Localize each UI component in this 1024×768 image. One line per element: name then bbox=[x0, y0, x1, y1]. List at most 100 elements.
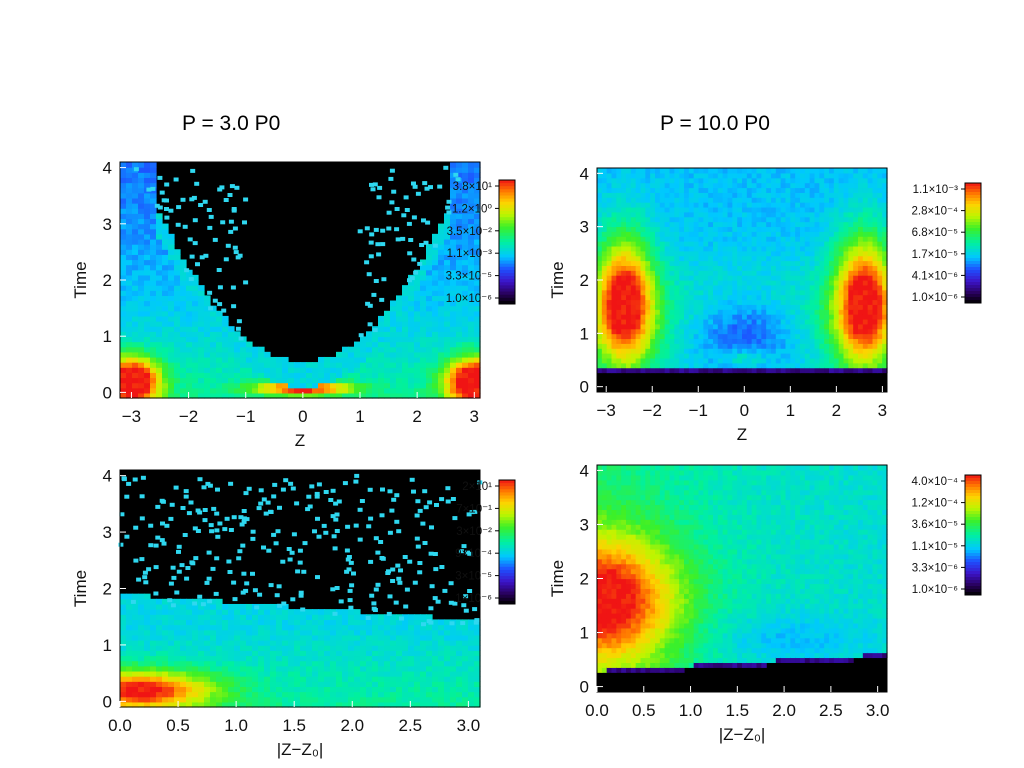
heatmap-cell bbox=[426, 351, 433, 358]
heatmap-cell bbox=[360, 650, 367, 657]
scatter-point bbox=[189, 197, 195, 202]
heatmap-cell bbox=[621, 236, 627, 242]
heatmap-cell bbox=[626, 318, 632, 325]
heatmap-cell bbox=[669, 314, 675, 320]
heatmap-cell bbox=[408, 382, 415, 389]
heatmap-cell bbox=[354, 351, 361, 358]
scatter-point bbox=[394, 227, 400, 232]
heatmap-cell bbox=[336, 609, 343, 615]
heatmap-cell bbox=[390, 387, 397, 394]
heatmap-cell bbox=[838, 192, 845, 198]
heatmap-cell bbox=[688, 245, 695, 252]
heatmap-cell bbox=[144, 603, 151, 610]
heatmap-cell bbox=[751, 367, 758, 374]
heatmap-cell bbox=[872, 333, 878, 340]
heatmap-cell bbox=[432, 377, 439, 384]
heatmap-cell bbox=[384, 655, 391, 662]
heatmap-cell bbox=[258, 645, 265, 651]
heatmap-cell bbox=[228, 645, 235, 651]
heatmap-cell bbox=[838, 284, 845, 291]
heatmap-cell bbox=[790, 280, 796, 286]
scatter-point bbox=[370, 187, 376, 192]
heatmap-cell bbox=[210, 367, 217, 373]
heatmap-cell bbox=[246, 676, 253, 682]
heatmap-cell bbox=[664, 177, 671, 184]
heatmap-cell bbox=[204, 382, 211, 389]
heatmap-cell bbox=[635, 284, 642, 291]
heatmap-cell bbox=[222, 624, 229, 631]
heatmap-cell bbox=[126, 598, 133, 605]
heatmap-cell bbox=[785, 168, 791, 174]
heatmap-cell bbox=[372, 624, 379, 631]
heatmap-cell bbox=[872, 177, 878, 184]
heatmap-cell bbox=[824, 367, 830, 374]
heatmap-cell bbox=[294, 629, 301, 636]
heatmap-cell bbox=[611, 299, 617, 305]
heatmap-cell bbox=[168, 387, 175, 394]
heatmap-cell bbox=[252, 387, 259, 394]
heatmap-cell bbox=[804, 182, 811, 189]
heatmap-cell bbox=[867, 289, 874, 296]
heatmap-cell bbox=[252, 614, 259, 621]
heatmap-cell bbox=[771, 294, 777, 301]
heatmap-cell bbox=[228, 640, 235, 646]
heatmap-cell bbox=[601, 241, 608, 247]
heatmap-cell bbox=[790, 362, 796, 369]
heatmap-cell bbox=[282, 670, 289, 677]
heatmap-cell bbox=[829, 202, 835, 208]
heatmap-cell bbox=[420, 274, 427, 281]
heatmap-cell bbox=[198, 321, 205, 327]
heatmap-cell bbox=[659, 367, 666, 374]
heatmap-cell bbox=[621, 275, 627, 281]
heatmap-cell bbox=[684, 280, 690, 286]
heatmap-cell bbox=[270, 629, 277, 636]
heatmap-cell bbox=[318, 614, 325, 621]
heatmap-cell bbox=[766, 265, 772, 271]
heatmap-cell bbox=[444, 315, 451, 322]
heatmap-cell bbox=[330, 701, 337, 708]
heatmap-cell bbox=[402, 701, 409, 708]
heatmap-cell bbox=[664, 241, 671, 247]
heatmap-cell bbox=[674, 221, 680, 228]
heatmap-cell bbox=[186, 321, 193, 327]
heatmap-cell bbox=[679, 309, 685, 315]
heatmap-cell bbox=[462, 285, 469, 291]
heatmap-cell bbox=[693, 294, 700, 301]
heatmap-cell bbox=[601, 304, 608, 310]
heatmap-cell bbox=[800, 284, 806, 291]
heatmap-cell bbox=[771, 280, 777, 286]
heatmap-cell bbox=[858, 348, 864, 354]
heatmap-cell bbox=[162, 326, 169, 332]
heatmap-cell bbox=[192, 670, 199, 677]
heatmap-cell bbox=[756, 206, 762, 213]
heatmap-cell bbox=[252, 372, 259, 379]
heatmap-cell bbox=[848, 318, 854, 325]
heatmap-cell bbox=[192, 346, 199, 353]
heatmap-cell bbox=[462, 238, 469, 245]
heatmap-cell bbox=[858, 280, 864, 286]
heatmap-cell bbox=[258, 660, 265, 667]
heatmap-cell bbox=[234, 691, 241, 698]
heatmap-cell bbox=[785, 280, 791, 286]
heatmap-cell bbox=[761, 226, 767, 232]
heatmap-cell bbox=[829, 275, 835, 281]
heatmap-cell bbox=[727, 357, 733, 364]
heatmap-cell bbox=[234, 614, 241, 621]
heatmap-cell bbox=[462, 274, 469, 281]
heatmap-cell bbox=[771, 323, 777, 330]
heatmap-cell bbox=[766, 333, 772, 340]
heatmap-cell bbox=[150, 609, 157, 615]
heatmap-cell bbox=[655, 362, 661, 369]
scatter-point bbox=[164, 207, 169, 211]
heatmap-cell bbox=[858, 255, 864, 262]
heatmap-cell bbox=[126, 660, 133, 667]
heatmap-cell bbox=[746, 211, 753, 218]
heatmap-cell bbox=[234, 387, 241, 394]
heatmap-cell bbox=[312, 686, 319, 693]
heatmap-cell bbox=[282, 387, 289, 394]
heatmap-cell bbox=[746, 260, 753, 266]
heatmap-cell bbox=[222, 670, 229, 677]
heatmap-cell bbox=[390, 305, 397, 312]
heatmap-cell bbox=[420, 351, 427, 358]
heatmap-cell bbox=[655, 260, 661, 266]
